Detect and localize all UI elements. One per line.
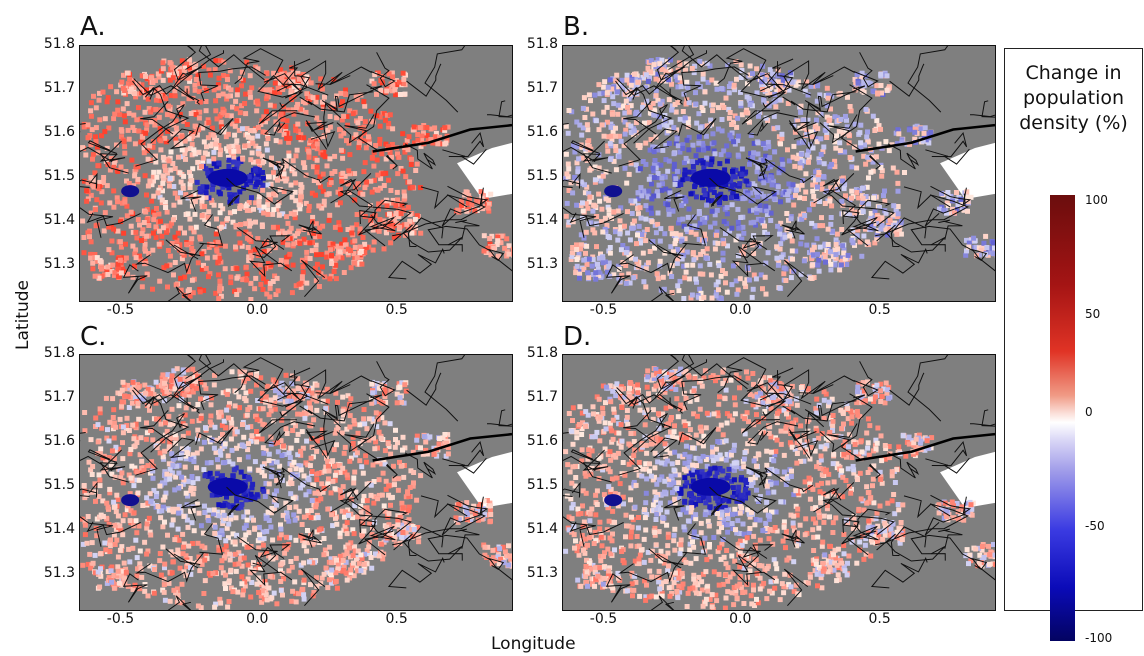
x-axis-title: Longitude xyxy=(491,634,576,654)
y-tick-label: 51.5 xyxy=(526,167,558,184)
panel-label-b: B. xyxy=(563,12,590,42)
y-tick-label: 51.5 xyxy=(43,476,75,493)
map-panel-a xyxy=(79,45,513,302)
administrative-boundaries xyxy=(563,46,995,301)
map-c-canvas xyxy=(80,355,512,610)
density-change-cells xyxy=(563,57,995,301)
thames-estuary xyxy=(372,432,512,462)
map-d-canvas xyxy=(563,355,995,610)
legend-title-line-3: density (%) xyxy=(1019,112,1128,134)
y-tick-label: 51.5 xyxy=(43,167,75,184)
legend-tick-neg50: -50 xyxy=(1085,519,1105,533)
administrative-boundaries xyxy=(563,355,995,610)
central-london-core xyxy=(690,168,731,187)
administrative-boundaries xyxy=(80,46,512,301)
map-b-canvas xyxy=(563,46,995,301)
x-tick-label: 0.0 xyxy=(729,611,752,627)
y-tick-label: 51.7 xyxy=(43,388,75,405)
y-tick-label: 51.3 xyxy=(43,564,75,581)
legend-title: Change in population density (%) xyxy=(1005,61,1142,136)
heathrow-area xyxy=(121,185,140,198)
y-tick-label: 51.4 xyxy=(526,211,558,228)
y-tick-label: 51.6 xyxy=(526,432,558,449)
thames-estuary xyxy=(855,432,995,462)
x-tick-label: 0.0 xyxy=(246,302,269,318)
y-tick-label: 51.7 xyxy=(526,388,558,405)
legend-title-line-2: population xyxy=(1022,87,1125,109)
central-london-core xyxy=(207,168,248,187)
legend-tick-50: 50 xyxy=(1085,307,1101,321)
x-tick-label: 0.5 xyxy=(868,611,891,627)
no-data-area xyxy=(457,142,512,199)
x-tick-label: 0.5 xyxy=(868,302,891,318)
y-tick-label: 51.6 xyxy=(43,432,75,449)
legend-tick-100: 100 xyxy=(1085,193,1108,207)
central-london-core xyxy=(690,477,731,496)
y-tick-label: 51.4 xyxy=(526,520,558,537)
y-tick-label: 51.6 xyxy=(526,123,558,140)
heathrow-area xyxy=(604,185,623,198)
x-tick-label: -0.5 xyxy=(106,611,135,627)
x-tick-label: -0.5 xyxy=(106,302,135,318)
no-data-area xyxy=(940,142,995,199)
no-data-area xyxy=(457,451,512,508)
legend-tick-neg100: -100 xyxy=(1085,631,1113,645)
x-tick-label: 0.5 xyxy=(385,302,408,318)
thames-estuary xyxy=(372,123,512,153)
heathrow-area xyxy=(121,494,140,507)
heathrow-area xyxy=(604,494,623,507)
x-tick-label: 0.0 xyxy=(246,611,269,627)
legend-title-line-1: Change in xyxy=(1025,62,1122,84)
panel-label-a: A. xyxy=(80,12,106,42)
x-tick-label: -0.5 xyxy=(589,302,618,318)
y-tick-label: 51.3 xyxy=(526,255,558,272)
y-tick-label: 51.8 xyxy=(526,36,558,52)
central-london-core xyxy=(207,477,248,496)
y-tick-label: 51.3 xyxy=(526,564,558,581)
panel-label-d: D. xyxy=(563,322,592,352)
y-tick-label: 51.5 xyxy=(526,476,558,493)
x-tick-label: 0.5 xyxy=(385,611,408,627)
map-panel-b xyxy=(562,45,996,302)
thames-estuary xyxy=(855,123,995,153)
y-tick-label: 51.3 xyxy=(43,255,75,272)
y-tick-label: 51.8 xyxy=(43,36,75,52)
y-tick-label: 51.4 xyxy=(43,211,75,228)
colorbar xyxy=(1050,195,1075,641)
colorbar-legend: Change in population density (%) 100 50 … xyxy=(1004,48,1143,645)
map-panel-c xyxy=(79,354,513,611)
x-tick-label: 0.0 xyxy=(729,302,752,318)
y-tick-label: 51.4 xyxy=(43,520,75,537)
y-tick-label: 51.6 xyxy=(43,123,75,140)
y-tick-label: 51.7 xyxy=(43,79,75,96)
panel-label-c: C. xyxy=(80,322,107,352)
y-axis-title: Latitude xyxy=(12,280,33,350)
map-panel-d xyxy=(562,354,996,611)
density-change-cells xyxy=(563,366,995,610)
legend-tick-0: 0 xyxy=(1085,405,1093,419)
y-tick-label: 51.8 xyxy=(43,345,75,361)
y-tick-label: 51.8 xyxy=(526,345,558,361)
administrative-boundaries xyxy=(80,355,512,610)
no-data-area xyxy=(940,451,995,508)
x-tick-label: -0.5 xyxy=(589,611,618,627)
y-tick-label: 51.7 xyxy=(526,79,558,96)
map-a-canvas xyxy=(80,46,512,301)
